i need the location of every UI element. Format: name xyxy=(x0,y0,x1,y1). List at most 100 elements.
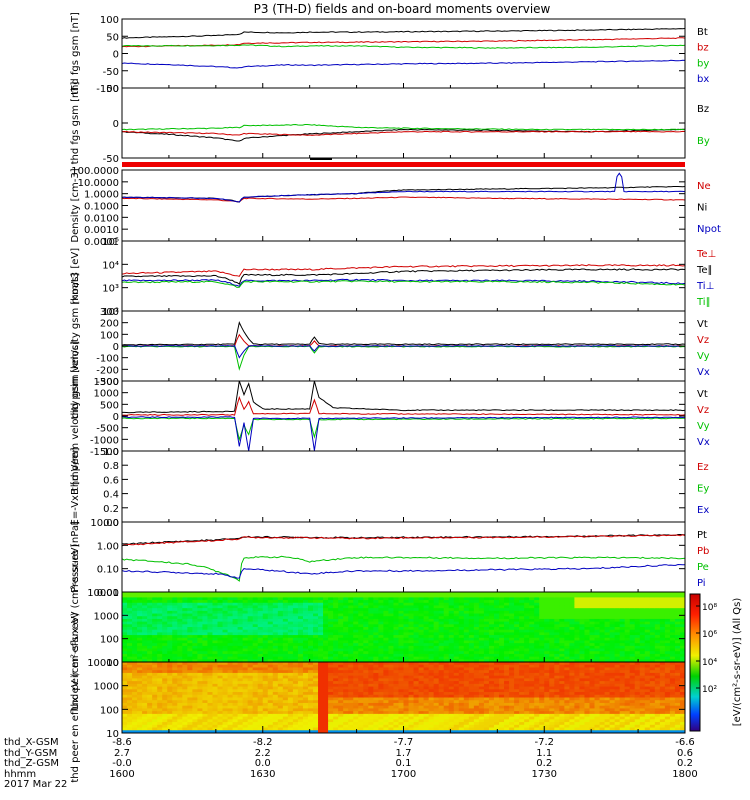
spectrogram-cell xyxy=(292,672,299,677)
spectrogram-cell xyxy=(609,618,616,623)
spectrogram-cell xyxy=(257,708,264,712)
spectrogram-cell xyxy=(599,656,606,660)
spectrogram-cell xyxy=(318,716,324,720)
spectrogram-cell xyxy=(504,613,510,617)
spectrogram-cell xyxy=(554,651,560,655)
spectrogram-cell xyxy=(529,597,535,601)
spectrogram-cell xyxy=(152,629,158,633)
spectrogram-cell xyxy=(318,727,324,731)
spectrogram-cell xyxy=(624,597,631,601)
spectrogram-cell xyxy=(378,727,384,731)
spectrogram-cell xyxy=(252,692,259,696)
spectrogram-cell xyxy=(448,713,455,718)
y-axis-label: thd fgs gsm [nT] xyxy=(70,12,81,95)
spectrogram-cell xyxy=(408,722,415,726)
spectrogram-cell xyxy=(177,645,183,650)
spectrogram-cell xyxy=(142,694,148,699)
spectrogram-cell xyxy=(177,692,183,696)
spectrogram-cell xyxy=(448,613,455,617)
series-line-0 xyxy=(122,88,685,142)
spectrogram-cell xyxy=(222,616,229,620)
spectrogram-cell xyxy=(257,689,264,693)
spectrogram-cell xyxy=(674,648,681,652)
spectrogram-cell xyxy=(443,670,450,674)
spectrogram-cell xyxy=(262,722,269,726)
spectrogram-cell xyxy=(504,643,510,647)
spectrogram-cell xyxy=(383,627,390,631)
spectrogram-cell xyxy=(192,610,199,615)
spectrogram-cell xyxy=(453,653,460,658)
spectrogram-cell xyxy=(458,635,465,639)
spectrogram-cell xyxy=(127,602,133,607)
spectrogram-cell xyxy=(142,648,148,652)
spectrogram-cell xyxy=(428,716,435,720)
spectrogram-cell xyxy=(318,711,324,715)
spectrogram-cell xyxy=(182,594,188,598)
spectrogram-cell xyxy=(499,624,505,628)
spectrogram-cell xyxy=(318,664,324,669)
spectrogram-cell xyxy=(639,597,646,601)
spectrogram-cell xyxy=(353,724,359,729)
spectrogram-cell xyxy=(307,705,314,710)
spectrogram-cell xyxy=(599,600,606,604)
spectrogram-cell xyxy=(237,681,244,685)
spectrogram-cell xyxy=(237,600,244,604)
spectrogram-cell xyxy=(373,702,379,707)
spectrogram-cell xyxy=(468,618,475,623)
spectrogram-cell xyxy=(343,651,349,655)
spectrogram-cell xyxy=(408,602,415,607)
spectrogram-cell xyxy=(679,608,685,612)
spectrogram-cell xyxy=(202,708,209,712)
spectrogram-cell xyxy=(473,608,480,612)
spectrogram-cell xyxy=(443,719,450,723)
spectrogram-cell xyxy=(152,667,158,671)
spectrogram-cell xyxy=(222,686,229,690)
spectrogram-cell xyxy=(307,702,314,707)
spectrogram-cell xyxy=(559,600,565,604)
spectrogram-cell xyxy=(318,627,324,631)
spectrogram-cell xyxy=(252,670,259,674)
spectrogram-cell xyxy=(539,624,545,628)
spectrogram-cell xyxy=(323,651,329,655)
spectrogram-cell xyxy=(358,656,364,660)
spectrogram-cell xyxy=(413,724,420,729)
spectrogram-cell xyxy=(368,694,374,699)
spectrogram-cell xyxy=(207,624,214,628)
spectrogram-cell xyxy=(388,602,395,607)
spectrogram-cell xyxy=(378,667,384,671)
spectrogram-cell xyxy=(624,605,631,609)
spectrogram-cell xyxy=(393,632,400,636)
spectrogram-cell xyxy=(549,602,555,607)
spectrogram-cell xyxy=(408,629,415,633)
spectrogram-cell xyxy=(478,675,485,679)
spectrogram-cell xyxy=(403,613,410,617)
spectrogram-cell xyxy=(152,697,158,701)
spectrogram-cell xyxy=(277,727,284,731)
spectrogram-cell xyxy=(162,637,168,642)
spectrogram-cell xyxy=(554,610,560,615)
spectrogram-cell xyxy=(408,605,415,609)
spectrogram-cell xyxy=(282,716,289,720)
spectrogram-cell xyxy=(252,667,259,671)
spectrogram-cell xyxy=(599,616,606,620)
spectrogram-cell xyxy=(443,645,450,650)
spectrogram-cell xyxy=(127,711,133,715)
spectrogram-cell xyxy=(157,730,163,733)
spectrogram-cell xyxy=(313,708,319,712)
spectrogram-cell xyxy=(463,640,470,644)
spectrogram-cell xyxy=(534,608,540,612)
spectrogram-cell xyxy=(619,653,626,658)
spectrogram-cell xyxy=(418,605,425,609)
spectrogram-cell xyxy=(302,648,309,652)
spectrogram-cell xyxy=(468,602,475,607)
y-tick-label: 1.0 xyxy=(103,447,119,458)
spectrogram-cell xyxy=(272,686,279,690)
spectrogram-cell xyxy=(182,602,188,607)
spectrogram-cell xyxy=(473,692,480,696)
spectrogram-cell xyxy=(378,592,384,596)
spectrogram-cell xyxy=(338,600,344,604)
spectrogram-cell xyxy=(127,675,133,679)
spectrogram-cell xyxy=(343,727,349,731)
spectrogram-cell xyxy=(433,592,440,596)
spectrogram-cell xyxy=(167,592,173,596)
